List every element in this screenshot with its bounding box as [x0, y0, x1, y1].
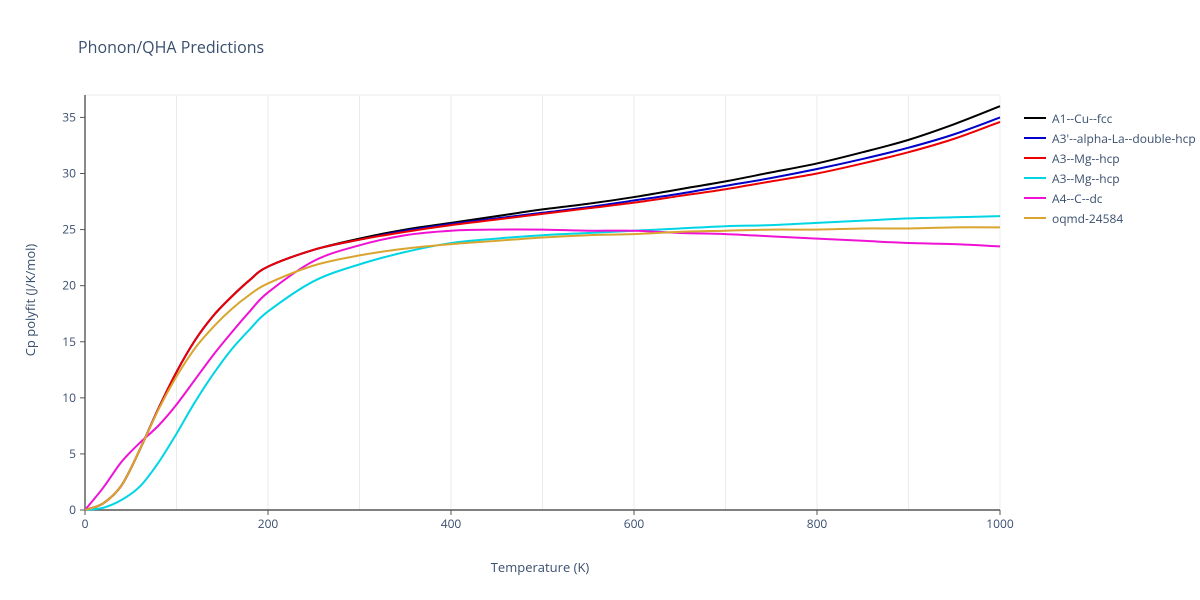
legend-item[interactable]: oqmd-24584: [1024, 208, 1196, 228]
legend-swatch: [1024, 137, 1046, 139]
svg-text:400: 400: [441, 515, 462, 532]
legend-swatch: [1024, 157, 1046, 159]
svg-text:200: 200: [258, 515, 279, 532]
legend-item[interactable]: A3--Mg--hcp: [1024, 168, 1196, 188]
chart-grid: [85, 95, 1000, 510]
svg-text:5: 5: [69, 445, 76, 462]
chart-legend: A1--Cu--fcc A3'--alpha-La--double-hcp A3--…: [1024, 108, 1196, 228]
svg-text:0: 0: [69, 501, 76, 518]
svg-text:1000: 1000: [986, 515, 1014, 532]
svg-text:35: 35: [62, 108, 76, 125]
svg-text:600: 600: [624, 515, 645, 532]
legend-label: A3--Mg--hcp: [1052, 150, 1120, 167]
legend-label: oqmd-24584: [1052, 210, 1123, 227]
svg-text:10: 10: [62, 389, 76, 406]
svg-text:25: 25: [62, 221, 76, 238]
legend-item[interactable]: A3'--alpha-La--double-hcp: [1024, 128, 1196, 148]
chart-ticks: 0 200 400 600 800 1000 0 5 10 15 20 25 30 35: [62, 108, 1014, 532]
legend-item[interactable]: A4--C--dc: [1024, 188, 1196, 208]
svg-text:15: 15: [62, 333, 76, 350]
legend-label: A1--Cu--fcc: [1052, 110, 1112, 127]
legend-swatch: [1024, 117, 1046, 119]
chart-plot: 0 200 400 600 800 1000 0 5 10 15 20 25 30 35: [0, 0, 1200, 600]
svg-text:0: 0: [82, 515, 89, 532]
legend-swatch: [1024, 217, 1046, 219]
legend-label: A3--Mg--hcp: [1052, 170, 1120, 187]
legend-label: A4--C--dc: [1052, 190, 1103, 207]
legend-item[interactable]: A3--Mg--hcp: [1024, 148, 1196, 168]
legend-swatch: [1024, 197, 1046, 199]
svg-text:800: 800: [807, 515, 828, 532]
chart-container: Phonon/QHA Predictions Cp polyfit (J/K/m…: [0, 0, 1200, 600]
legend-item[interactable]: A1--Cu--fcc: [1024, 108, 1196, 128]
legend-swatch: [1024, 177, 1046, 179]
legend-label: A3'--alpha-La--double-hcp: [1052, 130, 1196, 147]
svg-text:30: 30: [62, 165, 76, 182]
svg-text:20: 20: [62, 277, 76, 294]
